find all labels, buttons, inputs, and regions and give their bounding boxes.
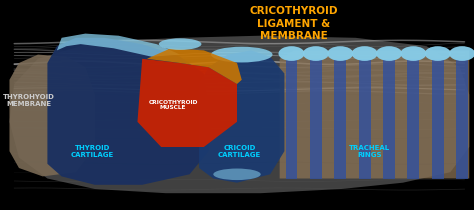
Ellipse shape	[213, 168, 261, 180]
Ellipse shape	[352, 46, 378, 61]
Polygon shape	[137, 59, 237, 147]
Ellipse shape	[327, 46, 353, 61]
Polygon shape	[147, 48, 242, 84]
Bar	[334, 59, 346, 178]
Bar	[408, 59, 419, 178]
Polygon shape	[57, 34, 180, 57]
Ellipse shape	[303, 46, 329, 61]
Bar	[432, 59, 444, 178]
Ellipse shape	[211, 47, 273, 62]
Bar	[359, 59, 371, 178]
Text: THYROHYOID
MEMBRANE: THYROHYOID MEMBRANE	[2, 94, 55, 107]
Ellipse shape	[401, 46, 427, 61]
Text: CRICOTHYROID
MUSCLE: CRICOTHYROID MUSCLE	[148, 100, 198, 110]
Polygon shape	[280, 50, 469, 178]
Ellipse shape	[425, 46, 451, 61]
Text: CRICOTHYROID
LIGAMENT &
MEMBRANE: CRICOTHYROID LIGAMENT & MEMBRANE	[250, 6, 338, 41]
Text: TRACHEAL
RINGS: TRACHEAL RINGS	[349, 145, 390, 158]
Bar	[383, 59, 395, 178]
Bar	[310, 59, 322, 178]
Polygon shape	[199, 50, 284, 183]
Polygon shape	[9, 55, 95, 176]
Bar	[456, 59, 468, 178]
Text: THYROID
CARTILAGE: THYROID CARTILAGE	[71, 145, 114, 158]
Text: CRICOID
CARTILAGE: CRICOID CARTILAGE	[218, 145, 261, 158]
Ellipse shape	[376, 46, 402, 61]
Polygon shape	[47, 38, 209, 185]
Polygon shape	[9, 36, 469, 193]
Ellipse shape	[449, 46, 474, 61]
Bar	[285, 59, 298, 178]
Ellipse shape	[278, 46, 304, 61]
Ellipse shape	[159, 38, 201, 50]
